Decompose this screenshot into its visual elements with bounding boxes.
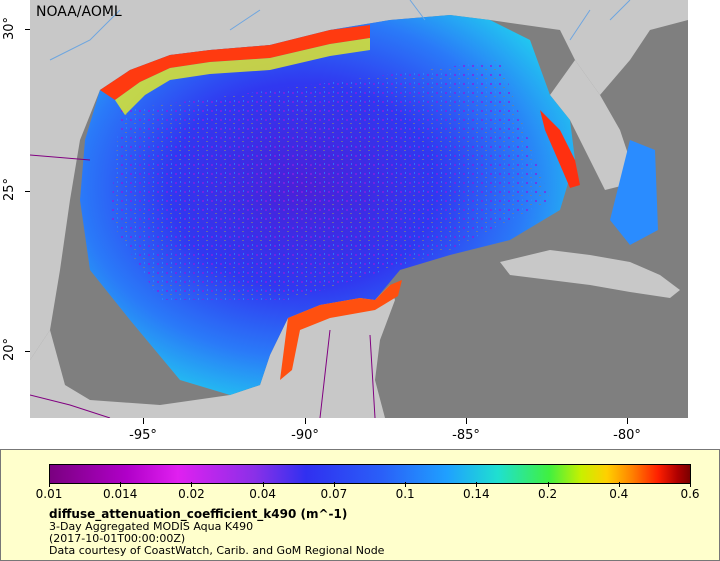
colorbar-tick-label: 0.04 bbox=[249, 487, 277, 501]
lat-tick-label: 20° bbox=[2, 337, 17, 361]
colorbar-tick-label: 0.1 bbox=[395, 487, 415, 501]
colorbar bbox=[49, 464, 691, 484]
colorbar-tick-mark bbox=[618, 482, 620, 487]
colorbar-tick-mark bbox=[476, 482, 478, 487]
dataset-description: 3-Day Aggregated MODIS Aqua K490 bbox=[49, 520, 254, 533]
colorbar-tick-mark bbox=[547, 482, 549, 487]
lon-tick-80: -80° bbox=[597, 418, 657, 443]
us-land bbox=[30, 0, 688, 360]
colorbar-tick-mark bbox=[49, 482, 50, 487]
cuba-land bbox=[500, 250, 680, 298]
border-lines bbox=[30, 154, 376, 418]
lat-tick-mark bbox=[25, 191, 30, 192]
colorbar-tick-mark bbox=[191, 482, 193, 487]
lat-tick-20: 20° bbox=[0, 338, 30, 383]
lon-tick-label: -80° bbox=[613, 428, 641, 443]
lat-tick-25: 25° bbox=[0, 178, 30, 223]
colorbar-tick-label: 0.02 bbox=[178, 487, 205, 501]
coastal-band-north-inner bbox=[115, 38, 370, 115]
colorbar-tick-label: 0.6 bbox=[680, 487, 700, 501]
lon-tick-mark bbox=[142, 418, 144, 424]
lon-tick-85: -85° bbox=[436, 418, 496, 443]
lon-tick-mark bbox=[304, 418, 306, 424]
colorbar-tick-label: 0.07 bbox=[320, 487, 348, 501]
time-label: (2017-10-01T00:00:00Z) bbox=[49, 532, 186, 545]
colorbar-tick-label: 0.14 bbox=[462, 487, 490, 501]
lon-tick-mark bbox=[626, 418, 628, 424]
colorbar-tick-mark bbox=[333, 482, 335, 487]
lon-tick-90: -90° bbox=[275, 418, 335, 443]
florida-land bbox=[550, 60, 630, 190]
variable-name: diffuse_attenuation_coefficient_k490 (m^… bbox=[49, 507, 348, 521]
lon-tick-label: -95° bbox=[129, 428, 157, 443]
lat-tick-mark bbox=[25, 29, 30, 30]
gulf-speckle bbox=[110, 60, 550, 300]
lat-tick-mark bbox=[25, 351, 30, 352]
legend-panel: 0.01 0.014 0.02 0.04 0.07 0.1 0.14 0.2 0.4 0.6 di… bbox=[0, 449, 720, 561]
colorbar-tick-label: 0.01 bbox=[35, 487, 63, 501]
colorbar-tick-label: 0.4 bbox=[609, 487, 629, 501]
colorbar-tick-label: 0.014 bbox=[103, 487, 138, 501]
colorbar-tick-mark bbox=[405, 482, 407, 487]
map-canvas bbox=[30, 0, 688, 418]
lat-tick-label: 25° bbox=[2, 177, 17, 201]
river-lines bbox=[49, 0, 631, 61]
coastal-band-florida bbox=[540, 110, 580, 188]
lat-tick-30: 30° bbox=[0, 17, 30, 62]
lon-tick-label: -85° bbox=[452, 428, 480, 443]
agency-label: NOAA/AOML bbox=[36, 4, 122, 20]
credit-line: Data courtesy of CoastWatch, Carib. and … bbox=[49, 544, 385, 557]
colorbar-tick-mark bbox=[120, 482, 122, 487]
lon-tick-label: -90° bbox=[291, 428, 319, 443]
coastal-band-yucatan bbox=[280, 280, 402, 380]
colorbar-tick-label: 0.2 bbox=[538, 487, 558, 501]
lat-tick-label: 30° bbox=[2, 16, 17, 40]
colorbar-tick-mark bbox=[690, 482, 691, 487]
lon-tick-mark bbox=[465, 418, 467, 424]
lon-tick-95: -95° bbox=[113, 418, 173, 443]
map-panel[interactable] bbox=[30, 0, 688, 418]
colorbar-tick-mark bbox=[262, 482, 264, 487]
coastal-band-north bbox=[100, 25, 370, 100]
coastal-band-east bbox=[610, 140, 658, 245]
